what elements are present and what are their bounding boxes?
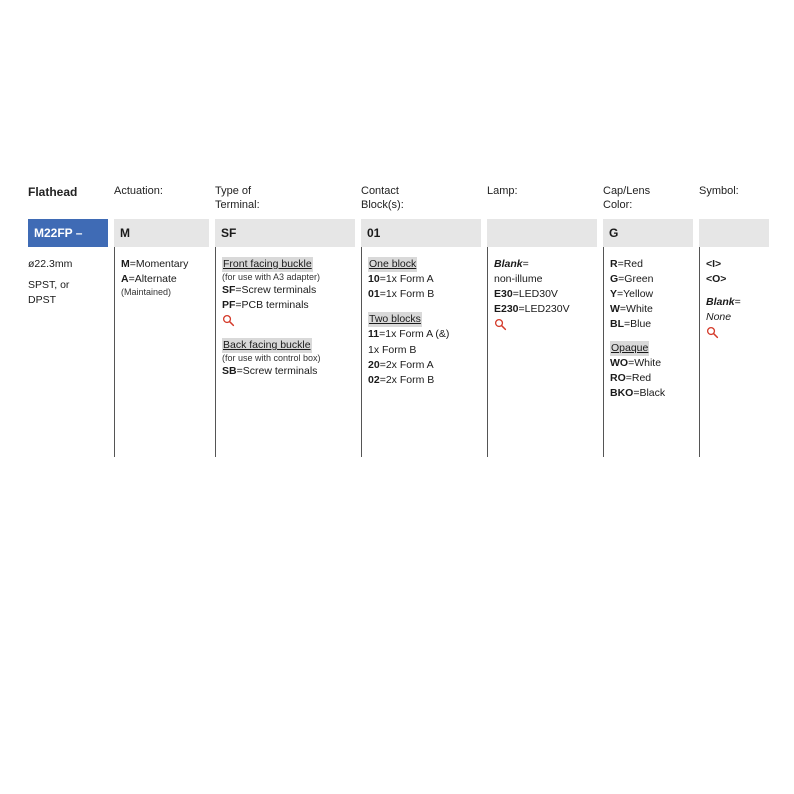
col1-actuation-details: M=Momentary A=Alternate (Maintained) — [114, 247, 209, 457]
col4-item-e230: E230=LED230V — [494, 302, 597, 317]
col3-one-block-title: One block — [368, 257, 417, 272]
header-symbol: Symbol: — [699, 185, 769, 219]
col0-diameter: ø22.3mm — [28, 257, 104, 272]
col6-symbol-details: <I> <O> Blank= None — [699, 247, 769, 457]
col2-item-pf: PF=PCB terminals — [222, 298, 355, 313]
col6-blank-line: Blank= — [706, 295, 769, 310]
col0-dpst: DPST — [28, 293, 104, 308]
sel-symbol — [699, 219, 769, 247]
col3-item-11b: 1x Form B — [368, 343, 481, 358]
sel-contact: 01 — [361, 219, 481, 247]
col1-item-m: M=Momentary — [121, 257, 209, 272]
col3-item-10: 10=1x Form A — [368, 272, 481, 287]
col5-item-bl: BL=Blue — [610, 317, 693, 332]
header-actuation: Actuation: — [114, 185, 209, 219]
sel-part-prefix: M22FP – — [28, 219, 108, 247]
col5-opaque-title: Opaque — [610, 341, 649, 356]
header-contact-blocks: Contact Block(s): — [361, 185, 481, 219]
col2-item-sb: SB=Screw terminals — [222, 364, 355, 379]
col5-item-r: R=Red — [610, 257, 693, 272]
col3-contact-details: One block 10=1x Form A 01=1x Form B Two … — [361, 247, 481, 457]
col0-spst: SPST, or — [28, 278, 104, 293]
col3-item-01: 01=1x Form B — [368, 287, 481, 302]
col6-blank-none: None — [706, 310, 769, 325]
col6-magnifier-icon[interactable] — [706, 325, 769, 340]
col2-front-buckle-title: Front facing buckle — [222, 257, 313, 272]
col2-back-buckle-note: (for use with control box) — [222, 353, 355, 364]
col5-item-y: Y=Yellow — [610, 287, 693, 302]
col4-item-nonillume: non-illume — [494, 272, 597, 287]
col4-lamp-details: Blank= non-illume E30=LED30V E230=LED230… — [487, 247, 597, 457]
col3-two-blocks-title: Two blocks — [368, 312, 422, 327]
col1-item-a: A=Alternate — [121, 272, 209, 287]
col2-terminal-details: Front facing buckle (for use with A3 ada… — [215, 247, 355, 457]
col5-item-ro: RO=Red — [610, 371, 693, 386]
col2-item-sf: SF=Screw terminals — [222, 283, 355, 298]
col5-item-bko: BKO=Black — [610, 386, 693, 401]
col6-symbol-i: <I> — [706, 257, 769, 272]
col5-item-wo: WO=White — [610, 356, 693, 371]
header-terminal: Type of Terminal: — [215, 185, 355, 219]
header-cap-lens-color: Cap/Lens Color: — [603, 185, 693, 219]
col5-color-details: R=Red G=Green Y=Yellow W=White BL=Blue O… — [603, 247, 693, 457]
col5-item-g: G=Green — [610, 272, 693, 287]
col3-item-02: 02=2x Form B — [368, 373, 481, 388]
header-lamp: Lamp: — [487, 185, 597, 219]
col0-flathead-details: ø22.3mm SPST, or DPST — [28, 247, 108, 457]
col2-front-buckle-note: (for use with A3 adapter) — [222, 272, 355, 283]
sel-terminal: SF — [215, 219, 355, 247]
col3-item-11: 11=1x Form A (&) — [368, 327, 481, 342]
sel-actuation: M — [114, 219, 209, 247]
col5-item-w: W=White — [610, 302, 693, 317]
sel-color: G — [603, 219, 693, 247]
col2-magnifier-icon[interactable] — [222, 313, 355, 328]
col2-back-buckle-title: Back facing buckle — [222, 338, 312, 353]
col4-item-blank: Blank= — [494, 257, 597, 272]
header-flathead: Flathead — [28, 185, 108, 219]
col4-item-e30: E30=LED30V — [494, 287, 597, 302]
sel-lamp — [487, 219, 597, 247]
col6-symbol-o: <O> — [706, 272, 769, 287]
col1-note-maintained: (Maintained) — [121, 287, 209, 298]
col4-magnifier-icon[interactable] — [494, 317, 597, 332]
col3-item-20: 20=2x Form A — [368, 358, 481, 373]
